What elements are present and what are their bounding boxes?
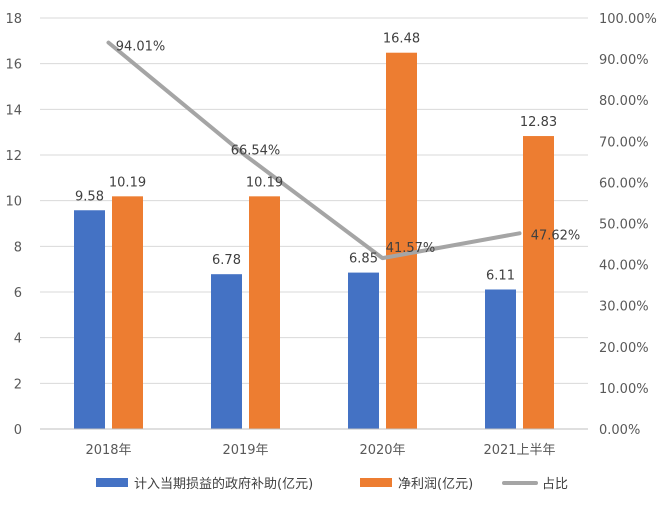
bars [74, 52, 554, 429]
bar-subsidy [348, 272, 379, 429]
bar-value-label: 6.85 [349, 252, 378, 267]
ratio-line-path [106, 40, 522, 261]
left-tick-label: 14 [5, 103, 22, 118]
bar-value-label: 6.78 [212, 253, 241, 268]
bar-value-label: 10.19 [109, 175, 146, 190]
x-tick-label: 2019年 [222, 443, 268, 458]
legend-label: 占比 [542, 477, 568, 492]
left-tick-label: 16 [5, 58, 22, 73]
right-tick-label: 40.00% [599, 259, 649, 274]
ratio-value-label: 41.57% [386, 241, 436, 256]
right-tick-label: 30.00% [599, 300, 649, 315]
legend: 计入当期损益的政府补助(亿元) 净利润(亿元) 占比 [96, 476, 568, 492]
left-tick-label: 4 [14, 332, 22, 347]
bar-net-profit [523, 136, 554, 429]
bar-subsidy [211, 274, 242, 429]
bar-net-profit [249, 196, 280, 429]
left-tick-label: 10 [5, 195, 22, 210]
x-axis: 2018年 2019年 2020年 2021上半年 [40, 428, 588, 458]
right-tick-label: 70.00% [599, 135, 649, 150]
bar-net-profit [386, 52, 417, 429]
x-tick-label: 2021上半年 [483, 443, 555, 458]
legend-label: 计入当期损益的政府补助(亿元) [134, 476, 313, 492]
legend-item: 净利润(亿元) [360, 477, 473, 492]
right-tick-label: 50.00% [599, 218, 649, 233]
x-tick-label: 2018年 [85, 443, 131, 458]
left-tick-label: 8 [14, 240, 22, 255]
ratio-value-label: 94.01% [116, 40, 166, 55]
data-labels: 9.58 10.19 6.78 10.19 6.85 16.48 6.11 12.83 94.0… [75, 32, 580, 284]
left-tick-label: 18 [5, 12, 22, 27]
left-tick-label: 6 [14, 286, 22, 301]
legend-item: 占比 [502, 477, 568, 492]
right-tick-label: 90.00% [599, 53, 649, 68]
bar-value-label: 9.58 [75, 189, 104, 204]
ratio-line [106, 40, 522, 261]
right-tick-label: 20.00% [599, 341, 649, 356]
right-tick-label: 100.00% [599, 12, 657, 27]
legend-item: 计入当期损益的政府补助(亿元) [96, 476, 313, 492]
legend-label: 净利润(亿元) [398, 477, 473, 492]
left-tick-label: 0 [14, 423, 22, 438]
bar-value-label: 6.11 [486, 268, 515, 283]
ratio-value-label: 66.54% [231, 144, 281, 159]
left-axis: 0 2 4 6 8 10 12 14 16 18 [5, 12, 22, 438]
right-axis: 0.00% 10.00% 20.00% 30.00% 40.00% 50.00% 60.00… [599, 12, 657, 438]
left-tick-label: 12 [5, 149, 22, 164]
right-tick-label: 60.00% [599, 176, 649, 191]
legend-swatch-net-profit [360, 478, 392, 487]
bar-subsidy [485, 289, 516, 429]
legend-swatch-subsidy [96, 478, 128, 487]
bar-subsidy [74, 210, 105, 429]
left-tick-label: 2 [14, 377, 22, 392]
bar-value-label: 16.48 [383, 32, 420, 47]
ratio-value-label: 47.62% [531, 228, 581, 243]
right-tick-label: 0.00% [599, 423, 640, 438]
right-tick-label: 10.00% [599, 382, 649, 397]
bar-value-label: 12.83 [520, 115, 557, 130]
bar-value-label: 10.19 [246, 175, 283, 190]
right-tick-label: 80.00% [599, 94, 649, 109]
bar-net-profit [112, 196, 143, 429]
x-tick-label: 2020年 [359, 443, 405, 458]
